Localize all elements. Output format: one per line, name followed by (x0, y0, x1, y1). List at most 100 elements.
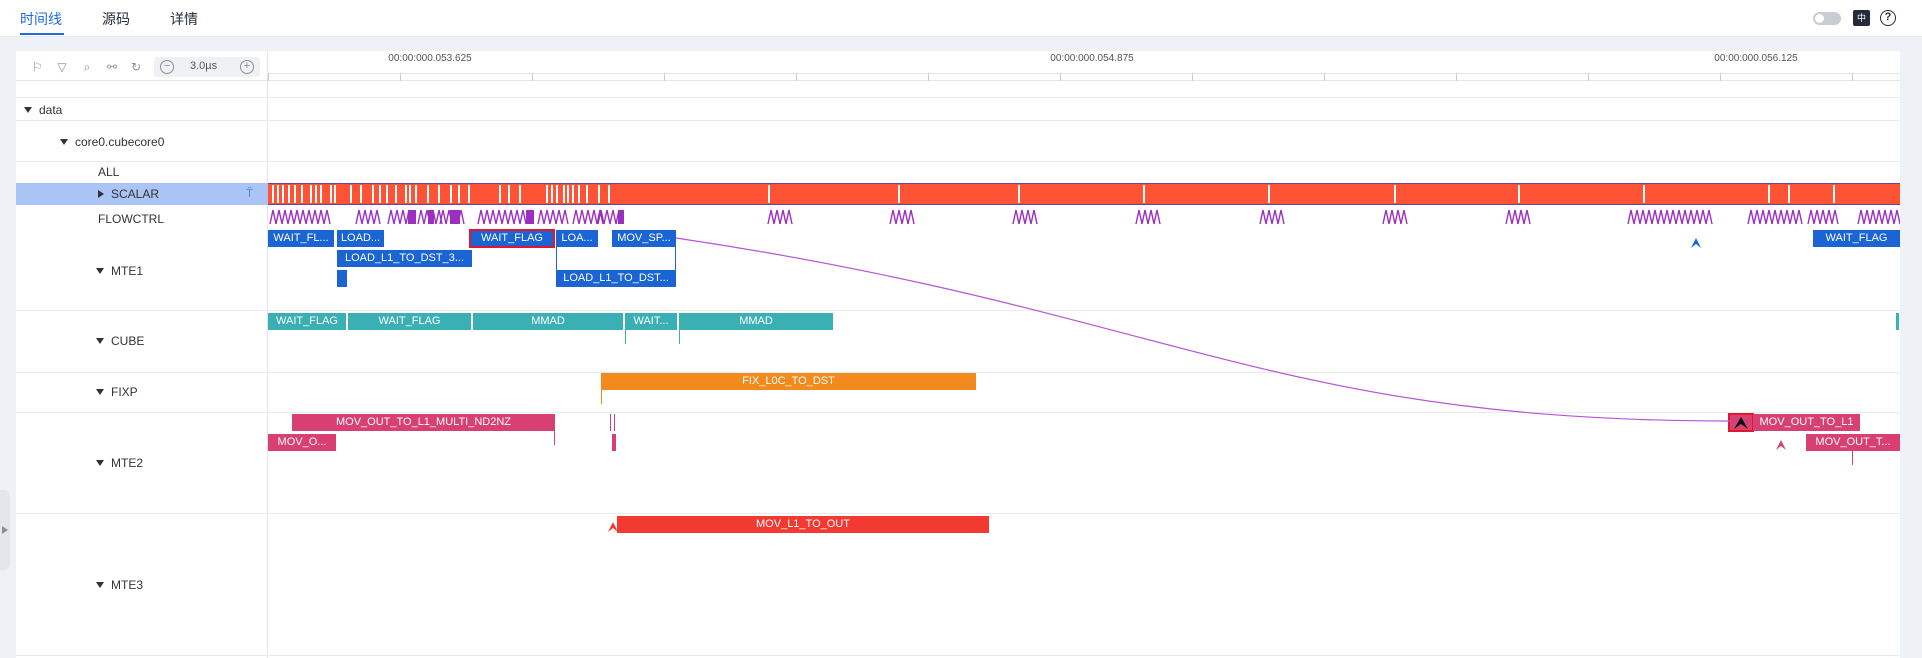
cube-slice-small[interactable] (1896, 313, 1899, 330)
mte1-slice[interactable]: LOA... (556, 230, 598, 247)
timeline-tracks[interactable]: WAIT_FL... LOAD... LOAD_L1_TO_DST_3... W… (268, 51, 1900, 658)
scalar-gap (898, 185, 900, 203)
scalar-gap (1768, 185, 1770, 203)
scalar-top-border (268, 183, 1900, 184)
language-icon[interactable]: 中 (1853, 10, 1870, 26)
flowctrl-track[interactable] (268, 208, 1900, 226)
ruler-minor-tick (928, 73, 929, 81)
tree-column: ⚐ ▽ ⌕ ⚯ ↻ − 3.0µs + data core0.cubecore0… (16, 51, 268, 658)
active-tab-indicator (20, 33, 64, 35)
flowctrl-mark (1012, 209, 1038, 225)
tree-node-core[interactable]: core0.cubecore0 (60, 135, 164, 149)
tree-node-data[interactable]: data (24, 103, 62, 117)
flowctrl-mark (767, 209, 793, 225)
flowctrl-mark (1382, 209, 1408, 225)
tree-row-mte3[interactable]: MTE3 (96, 578, 143, 592)
row-divider (16, 97, 1900, 98)
tree-row-mte2[interactable]: MTE2 (96, 456, 143, 470)
pin-icon[interactable]: ⍑ (246, 186, 254, 200)
flowctrl-mark (1857, 209, 1900, 225)
cube-slice[interactable]: WAIT... (625, 313, 677, 330)
scalar-gap (1143, 185, 1145, 203)
scalar-gap (1833, 185, 1835, 203)
tree-row-cube[interactable]: CUBE (96, 334, 144, 348)
theme-toggle[interactable] (1813, 12, 1841, 25)
mte2-slice[interactable]: MOV_OUT_T... (1806, 434, 1900, 451)
timeline-toolbar: ⚐ ▽ ⌕ ⚯ ↻ − 3.0µs + (16, 51, 268, 81)
cube-slice[interactable]: MMAD (473, 313, 623, 330)
chevron-down-icon (96, 460, 104, 466)
time-ruler[interactable]: 00:00:000.053.625 00:00:000.054.875 00:0… (268, 51, 1900, 81)
row-divider (16, 412, 1900, 413)
mte1-slice-small[interactable] (337, 270, 347, 287)
ruler-tick-label: 00:00:000.056.125 (1714, 53, 1798, 64)
mte2-marker (1852, 451, 1853, 465)
scalar-gap (1643, 185, 1645, 203)
mte1-slice[interactable]: MOV_SP... (612, 230, 676, 247)
tab-details[interactable]: 详情 (170, 11, 198, 27)
flowctrl-mark (1807, 209, 1839, 225)
flag-icon[interactable]: ⚐ (31, 60, 43, 74)
mte1-slice[interactable]: LOAD_L1_TO_DST... (556, 270, 676, 287)
ruler-minor-tick (400, 73, 401, 81)
scalar-gap (1788, 185, 1790, 203)
scalar-gap (450, 185, 452, 203)
tree-row-fixp[interactable]: FIXP (96, 385, 138, 399)
scalar-gap (405, 185, 407, 203)
mte1-slice[interactable]: LOAD... (337, 230, 384, 247)
scalar-gap (499, 185, 501, 203)
scalar-gap (379, 185, 381, 203)
fixp-slice[interactable]: FIX_L0C_TO_DST (601, 373, 976, 390)
tree-row-scalar-selected[interactable]: SCALAR ⍑ (16, 183, 268, 205)
scalar-gap (608, 185, 610, 203)
chevron-down-icon (96, 582, 104, 588)
search-icon[interactable]: ⌕ (83, 60, 91, 74)
scalar-gap (438, 185, 440, 203)
help-icon[interactable]: ? (1880, 10, 1896, 26)
scalar-gap (563, 185, 565, 203)
cube-slice[interactable]: MMAD (679, 313, 833, 330)
scalar-track[interactable] (268, 183, 1900, 205)
mte3-slice[interactable]: MOV_L1_TO_OUT (617, 516, 989, 533)
tree-row-scalar: SCALAR (111, 187, 160, 201)
link-icon[interactable]: ⚯ (106, 60, 118, 74)
mte2-slice[interactable]: MOV_O... (268, 434, 336, 451)
cube-slice[interactable]: WAIT_FLAG (268, 313, 346, 330)
mte2-slice[interactable]: MOV_OUT_TO_L1 (1753, 414, 1860, 431)
flowctrl-mark (387, 209, 413, 225)
scalar-gap (1394, 185, 1396, 203)
mte3-flow-arrow-icon (608, 522, 618, 532)
flowctrl-block (618, 210, 624, 224)
mte1-slice-selected[interactable]: WAIT_FLAG (469, 229, 555, 248)
flowctrl-block (428, 210, 434, 224)
mte2-slice[interactable]: MOV_OUT_TO_L1_MULTI_ND2NZ (292, 414, 555, 431)
ruler-minor-tick (1192, 73, 1193, 81)
scalar-gap (310, 185, 312, 203)
flowctrl-mark (889, 209, 915, 225)
chevron-right-icon (98, 190, 104, 198)
tab-source[interactable]: 源码 (102, 11, 130, 27)
zoom-in-button[interactable]: + (240, 60, 254, 74)
chevron-down-icon (60, 139, 68, 145)
tree-row-all[interactable]: ALL (98, 165, 120, 179)
flowctrl-mark (597, 209, 623, 225)
flowctrl-mark (269, 209, 331, 225)
tab-timeline[interactable]: 时间线 (20, 11, 62, 27)
cube-slice[interactable]: WAIT_FLAG (348, 313, 471, 330)
side-panel-expand-handle[interactable] (0, 490, 10, 570)
mte1-marker (675, 247, 676, 271)
tree-row-mte1[interactable]: MTE1 (96, 264, 143, 278)
flowctrl-block (450, 210, 460, 224)
mte1-slice[interactable]: LOAD_L1_TO_DST_3... (337, 250, 472, 267)
zoom-out-button[interactable]: − (160, 60, 174, 74)
mte2-slice-small[interactable] (612, 434, 616, 451)
tree-row-flowctrl[interactable]: FLOWCTRL (98, 212, 164, 226)
mte1-slice[interactable]: WAIT_FL... (268, 230, 334, 247)
scalar-gap (277, 185, 279, 203)
mte1-slice[interactable]: WAIT_FLAG (1813, 230, 1900, 247)
filter-icon[interactable]: ▽ (57, 60, 67, 74)
scalar-gap (386, 185, 388, 203)
chevron-down-icon (96, 268, 104, 274)
reset-icon[interactable]: ↻ (130, 60, 142, 74)
row-divider (16, 655, 1900, 656)
